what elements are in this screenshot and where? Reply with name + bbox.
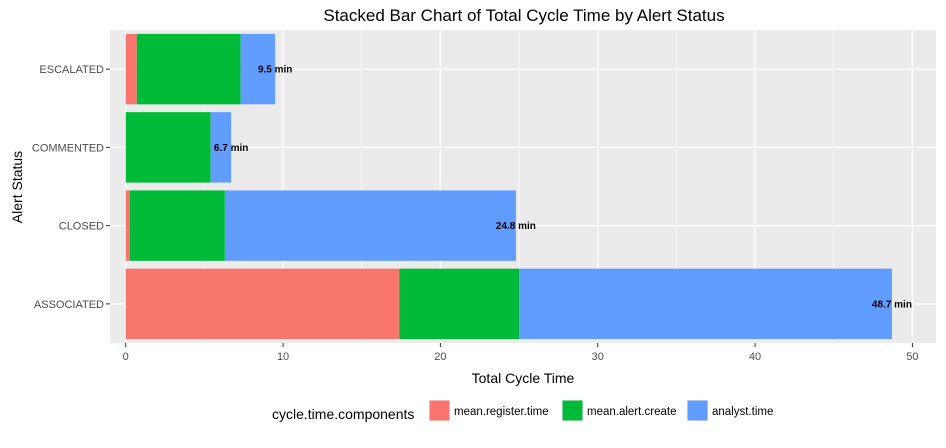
bar-segment-escalated-analyst-time xyxy=(240,33,276,105)
bar-segment-associated-mean-alert-create xyxy=(399,268,520,340)
bar-segment-associated-mean-register-time xyxy=(125,268,400,340)
bar-segment-commented-analyst-time xyxy=(210,112,232,183)
bar-segment-associated-analyst-time xyxy=(519,268,892,340)
y-tick-label: ESCALATED xyxy=(39,64,104,76)
x-tick-label: 20 xyxy=(434,351,446,363)
bar-segment-closed-mean-alert-create xyxy=(129,190,225,261)
bar-segment-closed-analyst-time xyxy=(224,190,516,261)
bar-segment-commented-mean-alert-create xyxy=(125,112,211,183)
legend-label-mean-alert-create: mean.alert.create xyxy=(587,406,677,418)
data-label-escalated: 9.5 min xyxy=(258,65,292,76)
data-label-associated: 48.7 min xyxy=(872,299,912,310)
bar-segment-escalated-mean-alert-create xyxy=(136,33,241,105)
legend-label-mean-register-time: mean.register.time xyxy=(454,406,549,418)
x-tick-label: 50 xyxy=(906,351,918,363)
legend-label-analyst-time: analyst.time xyxy=(712,406,773,418)
x-tick-label: 40 xyxy=(749,351,761,363)
legend-key-mean-register-time xyxy=(429,400,450,421)
y-axis: ESCALATED COMMENTED CLOSED ASSOCIATED xyxy=(32,64,110,311)
bar-segment-escalated-mean-register-time xyxy=(125,33,137,105)
x-axis-title: Total Cycle Time xyxy=(472,370,575,386)
bars xyxy=(125,33,892,340)
data-labels: 9.5 min 6.7 min 24.8 min 48.7 min xyxy=(214,65,912,311)
legend-key-mean-alert-create xyxy=(562,400,583,421)
y-tick-label: ASSOCIATED xyxy=(34,299,104,311)
x-tick-label: 30 xyxy=(592,351,604,363)
chart-title: Stacked Bar Chart of Total Cycle Time by… xyxy=(323,6,724,25)
bar-segment-closed-mean-register-time xyxy=(125,190,130,261)
y-tick-label: CLOSED xyxy=(59,221,104,233)
y-tick-label: COMMENTED xyxy=(32,142,104,154)
legend-title: cycle.time.components xyxy=(272,406,414,422)
x-tick-label: 0 xyxy=(123,351,129,363)
data-label-closed: 24.8 min xyxy=(496,221,536,232)
x-tick-label: 10 xyxy=(277,351,289,363)
y-axis-title: Alert Status xyxy=(9,151,25,223)
x-axis: 0 10 20 30 40 50 xyxy=(123,343,919,363)
data-label-commented: 6.7 min xyxy=(214,143,248,154)
legend-key-analyst-time xyxy=(687,400,708,421)
legend: cycle.time.components mean.register.time… xyxy=(272,400,773,422)
